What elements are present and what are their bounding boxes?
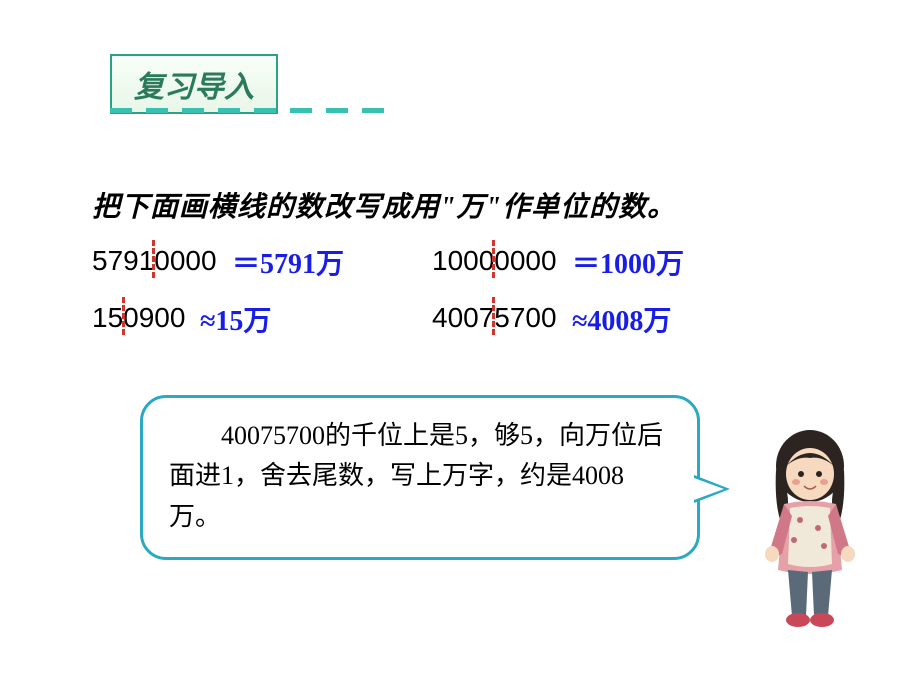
speech-bubble: 40075700的千位上是5，够5，向万位后面进1，舍去尾数，写上万字，约是40…	[140, 395, 700, 560]
dash-segment	[218, 108, 240, 113]
bubble-text: 40075700的千位上是5，够5，向万位后面进1，舍去尾数，写上万字，约是40…	[169, 421, 663, 531]
dash-underline	[110, 108, 384, 113]
answer-value: ≈4008万	[572, 299, 671, 339]
separator-line	[492, 297, 495, 335]
answer-value: ＝5791万	[232, 242, 344, 282]
dash-segment	[362, 108, 384, 113]
answer-value: ＝1000万	[572, 242, 684, 282]
dash-segment	[290, 108, 312, 113]
dash-segment	[110, 108, 132, 113]
separator-line	[152, 240, 155, 278]
separator-line	[122, 297, 125, 335]
dash-segment	[326, 108, 348, 113]
dash-segment	[182, 108, 204, 113]
number-value: 150900	[92, 302, 185, 334]
bubble-tail-fill	[694, 478, 724, 500]
girl-illustration	[740, 420, 880, 630]
separator-line	[492, 240, 495, 278]
dash-segment	[146, 108, 168, 113]
instruction-text: 把下面画横线的数改写成用"万"作单位的数。	[92, 185, 676, 225]
answer-value: ≈15万	[200, 299, 271, 339]
section-title: 复习导入	[110, 54, 278, 114]
dash-segment	[254, 108, 276, 113]
